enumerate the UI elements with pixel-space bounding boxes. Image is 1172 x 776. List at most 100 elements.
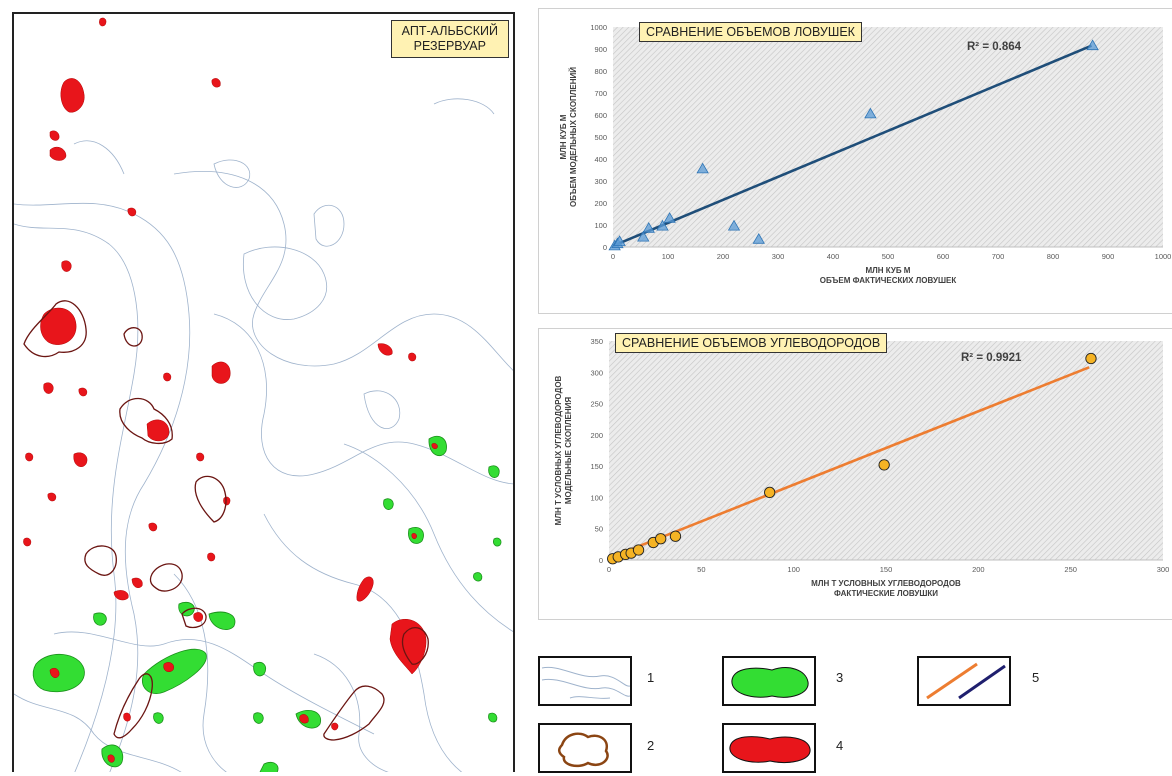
- contour-line: [213, 313, 513, 485]
- data-point: [637, 230, 650, 242]
- contour-line: [263, 513, 463, 772]
- red-area: [148, 522, 158, 532]
- data-point: [669, 530, 682, 542]
- data-point: [696, 162, 709, 174]
- green-area: [488, 712, 498, 723]
- legend-number: 2: [647, 738, 655, 753]
- green-area-swatch: [722, 656, 816, 706]
- green-area: [142, 648, 207, 694]
- contour-line: [53, 631, 375, 735]
- x-tick-label: 200: [717, 252, 730, 261]
- data-point: [864, 107, 877, 119]
- x-tick-label: 800: [1047, 252, 1060, 261]
- contour-line: [433, 98, 495, 115]
- brown-outline: [401, 627, 429, 665]
- x-axis-label: МЛН КУБ М: [866, 266, 911, 275]
- y-tick-label: 900: [594, 45, 607, 54]
- contour-lines: [14, 98, 513, 772]
- contour-line: [242, 246, 327, 320]
- y-tick-label: 150: [590, 462, 603, 471]
- brown-outline: [119, 397, 173, 445]
- brown-outlines: [23, 300, 429, 741]
- red-area: [113, 590, 129, 601]
- red-area-swatch: [722, 723, 816, 773]
- brown-outline: [113, 673, 153, 739]
- data-point: [1085, 352, 1097, 365]
- chart-title: СРАВНЕНИЕ ОБЪЕМОВ ЛОВУШЕК: [639, 22, 862, 42]
- red-area: [60, 78, 85, 113]
- x-tick-label: 300: [772, 252, 785, 261]
- red-area: [107, 754, 115, 763]
- trend-lines-swatch: [917, 656, 1011, 706]
- x-tick-label: 150: [880, 565, 893, 574]
- red-area: [131, 577, 143, 588]
- trend-line: [608, 366, 1090, 560]
- r-squared-label: R² = 0.9921: [961, 352, 1022, 364]
- chart-title: СРАВНЕНИЕ ОБЪЕМОВ УГЛЕВОДОРОДОВ: [615, 333, 888, 353]
- red-area: [193, 612, 203, 622]
- contour-line: [173, 573, 227, 772]
- contour-line: [213, 159, 251, 188]
- reservoir-map: [14, 17, 513, 772]
- y-tick-label: 250: [590, 400, 603, 409]
- x-tick-label: 0: [607, 565, 611, 574]
- trend-line: [612, 44, 1093, 248]
- map-panel: АПТ-АЛЬБСКИЙ РЕЗЕРВУАР: [12, 12, 515, 772]
- green-area: [93, 612, 107, 626]
- y-axis-label: МЛН КУБ М: [559, 114, 568, 159]
- trend-lines-icon: [926, 662, 1006, 700]
- data-point: [878, 459, 890, 471]
- red-area: [211, 361, 231, 384]
- green-area: [153, 712, 164, 724]
- legend-number: 3: [836, 670, 844, 685]
- data-point: [656, 219, 669, 231]
- red-area: [408, 352, 417, 362]
- red-area: [377, 343, 393, 356]
- contour-line: [343, 443, 513, 632]
- y-tick-label: 0: [599, 556, 603, 565]
- x-tick-label: 200: [972, 565, 985, 574]
- y-tick-label: 700: [594, 89, 607, 98]
- red-area-icon: [729, 736, 811, 763]
- legend-number: 1: [647, 670, 655, 685]
- trap-volume-plot: 0 100 200 300 400 500 600 700 800 900 1000 0 100 200 3…: [559, 23, 1171, 285]
- red-area: [47, 492, 57, 502]
- green-area: [488, 465, 500, 478]
- y-axis-label: ОБЪЕМ МОДЕЛЬНЫХ СКОПЛЕНИЙ: [569, 67, 578, 207]
- brown-outline: [194, 475, 227, 523]
- red-area: [299, 714, 309, 724]
- red-area: [223, 496, 231, 506]
- map-title: АПТ-АЛЬБСКИЙ РЕЗЕРВУАР: [390, 20, 509, 58]
- data-point: [752, 233, 765, 244]
- x-tick-label: 500: [882, 252, 895, 261]
- data-point: [663, 212, 676, 223]
- red-area: [73, 452, 88, 467]
- data-point: [764, 486, 776, 499]
- data-point: [613, 235, 626, 246]
- contour-line: [313, 653, 389, 772]
- plot-area: [613, 27, 1163, 247]
- green-area: [253, 712, 264, 724]
- contour-line: [363, 390, 401, 429]
- red-area: [49, 146, 67, 161]
- green-area: [473, 572, 483, 582]
- y-tick-label: 500: [594, 133, 607, 142]
- x-tick-label: 100: [662, 252, 675, 261]
- red-area: [163, 662, 174, 672]
- data-point: [642, 222, 655, 233]
- hydrocarbon-volume-plot: 0 50 100 150 200 250 300 0 50 100 150 200 250 300 350 М…: [554, 337, 1169, 598]
- red-area: [43, 382, 54, 394]
- plot-area: [609, 341, 1163, 560]
- green-area: [259, 761, 279, 772]
- red-area: [25, 452, 34, 462]
- brown-outline: [323, 685, 385, 741]
- red-area: [211, 78, 221, 88]
- brown-outline: [123, 327, 143, 347]
- contour-line: [173, 171, 513, 371]
- hydrocarbon-volume-chart: 0 50 100 150 200 250 300 0 50 100 150 200 250 300 350 М…: [538, 328, 1172, 620]
- y-tick-label: 200: [590, 431, 603, 440]
- y-axis-label: МОДЕЛЬНЫЕ СКОПЛЕНИЯ: [564, 397, 573, 504]
- contour-line: [14, 202, 191, 772]
- y-axis-label: МЛН Т УСЛОВНЫХ УГЛЕВОДОРОДОВ: [554, 375, 563, 525]
- y-tick-label: 300: [594, 177, 607, 186]
